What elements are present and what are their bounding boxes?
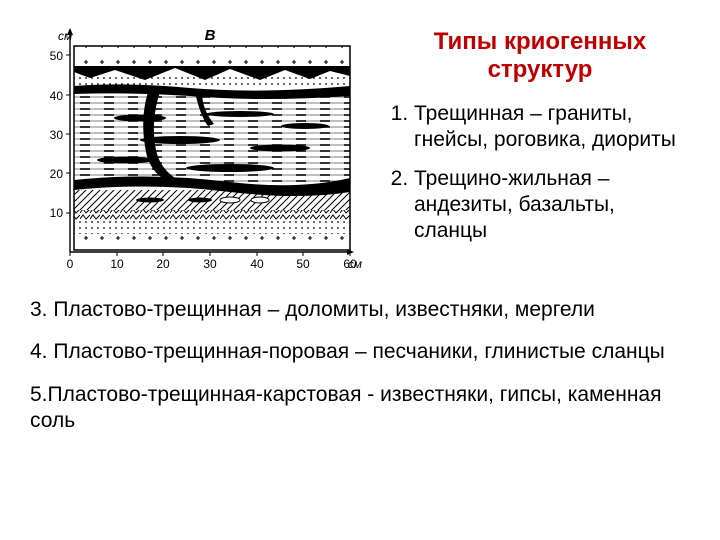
- xtick-50: 50: [296, 257, 310, 271]
- xtick-10: 10: [110, 257, 124, 271]
- list-item-3: 3. Пластово-трещинная – доломиты, извест…: [30, 297, 690, 323]
- diagram-svg: 10 20 30 40 50 0 10 20: [30, 22, 370, 277]
- ytick-40: 40: [50, 89, 64, 103]
- panel-label: В: [205, 27, 216, 44]
- list-item-1: Трещинная – граниты, гнейсы, роговика, д…: [414, 101, 690, 152]
- ytick-20: 20: [50, 167, 64, 181]
- xtick-40: 40: [250, 257, 264, 271]
- title-line-1: Типы криогенных: [434, 28, 646, 55]
- list-item-2: Трещино-жильная – андезиты, базальты, сл…: [414, 166, 690, 243]
- xtick-30: 30: [203, 257, 217, 271]
- ytick-30: 30: [50, 128, 64, 142]
- structure-type-list-bottom: 3. Пластово-трещинная – доломиты, извест…: [30, 297, 690, 434]
- xtick-0: 0: [67, 257, 74, 271]
- title-line-2: структур: [488, 56, 593, 83]
- x-axis-label: см: [348, 257, 362, 271]
- list-item-5: 5.Пластово-трещинная-карстовая - известн…: [30, 382, 690, 435]
- ytick-10: 10: [50, 206, 64, 220]
- ytick-50: 50: [50, 49, 64, 63]
- xtick-20: 20: [156, 257, 170, 271]
- structure-type-list-top: Трещинная – граниты, гнейсы, роговика, д…: [390, 101, 690, 243]
- page-title: Типы криогенных структур: [390, 28, 690, 83]
- y-axis-label: см: [58, 29, 72, 43]
- cross-section-diagram: 10 20 30 40 50 0 10 20: [30, 22, 370, 277]
- list-item-4: 4. Пластово-трещинная-поровая – песчаник…: [30, 339, 690, 365]
